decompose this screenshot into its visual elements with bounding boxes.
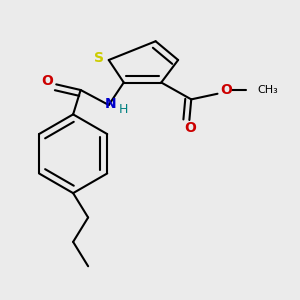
Text: H: H xyxy=(119,103,128,116)
Text: O: O xyxy=(41,74,53,88)
Text: N: N xyxy=(104,97,116,111)
Text: O: O xyxy=(220,83,232,97)
Text: CH₃: CH₃ xyxy=(257,85,278,95)
Text: O: O xyxy=(184,121,196,135)
Text: S: S xyxy=(94,51,104,65)
